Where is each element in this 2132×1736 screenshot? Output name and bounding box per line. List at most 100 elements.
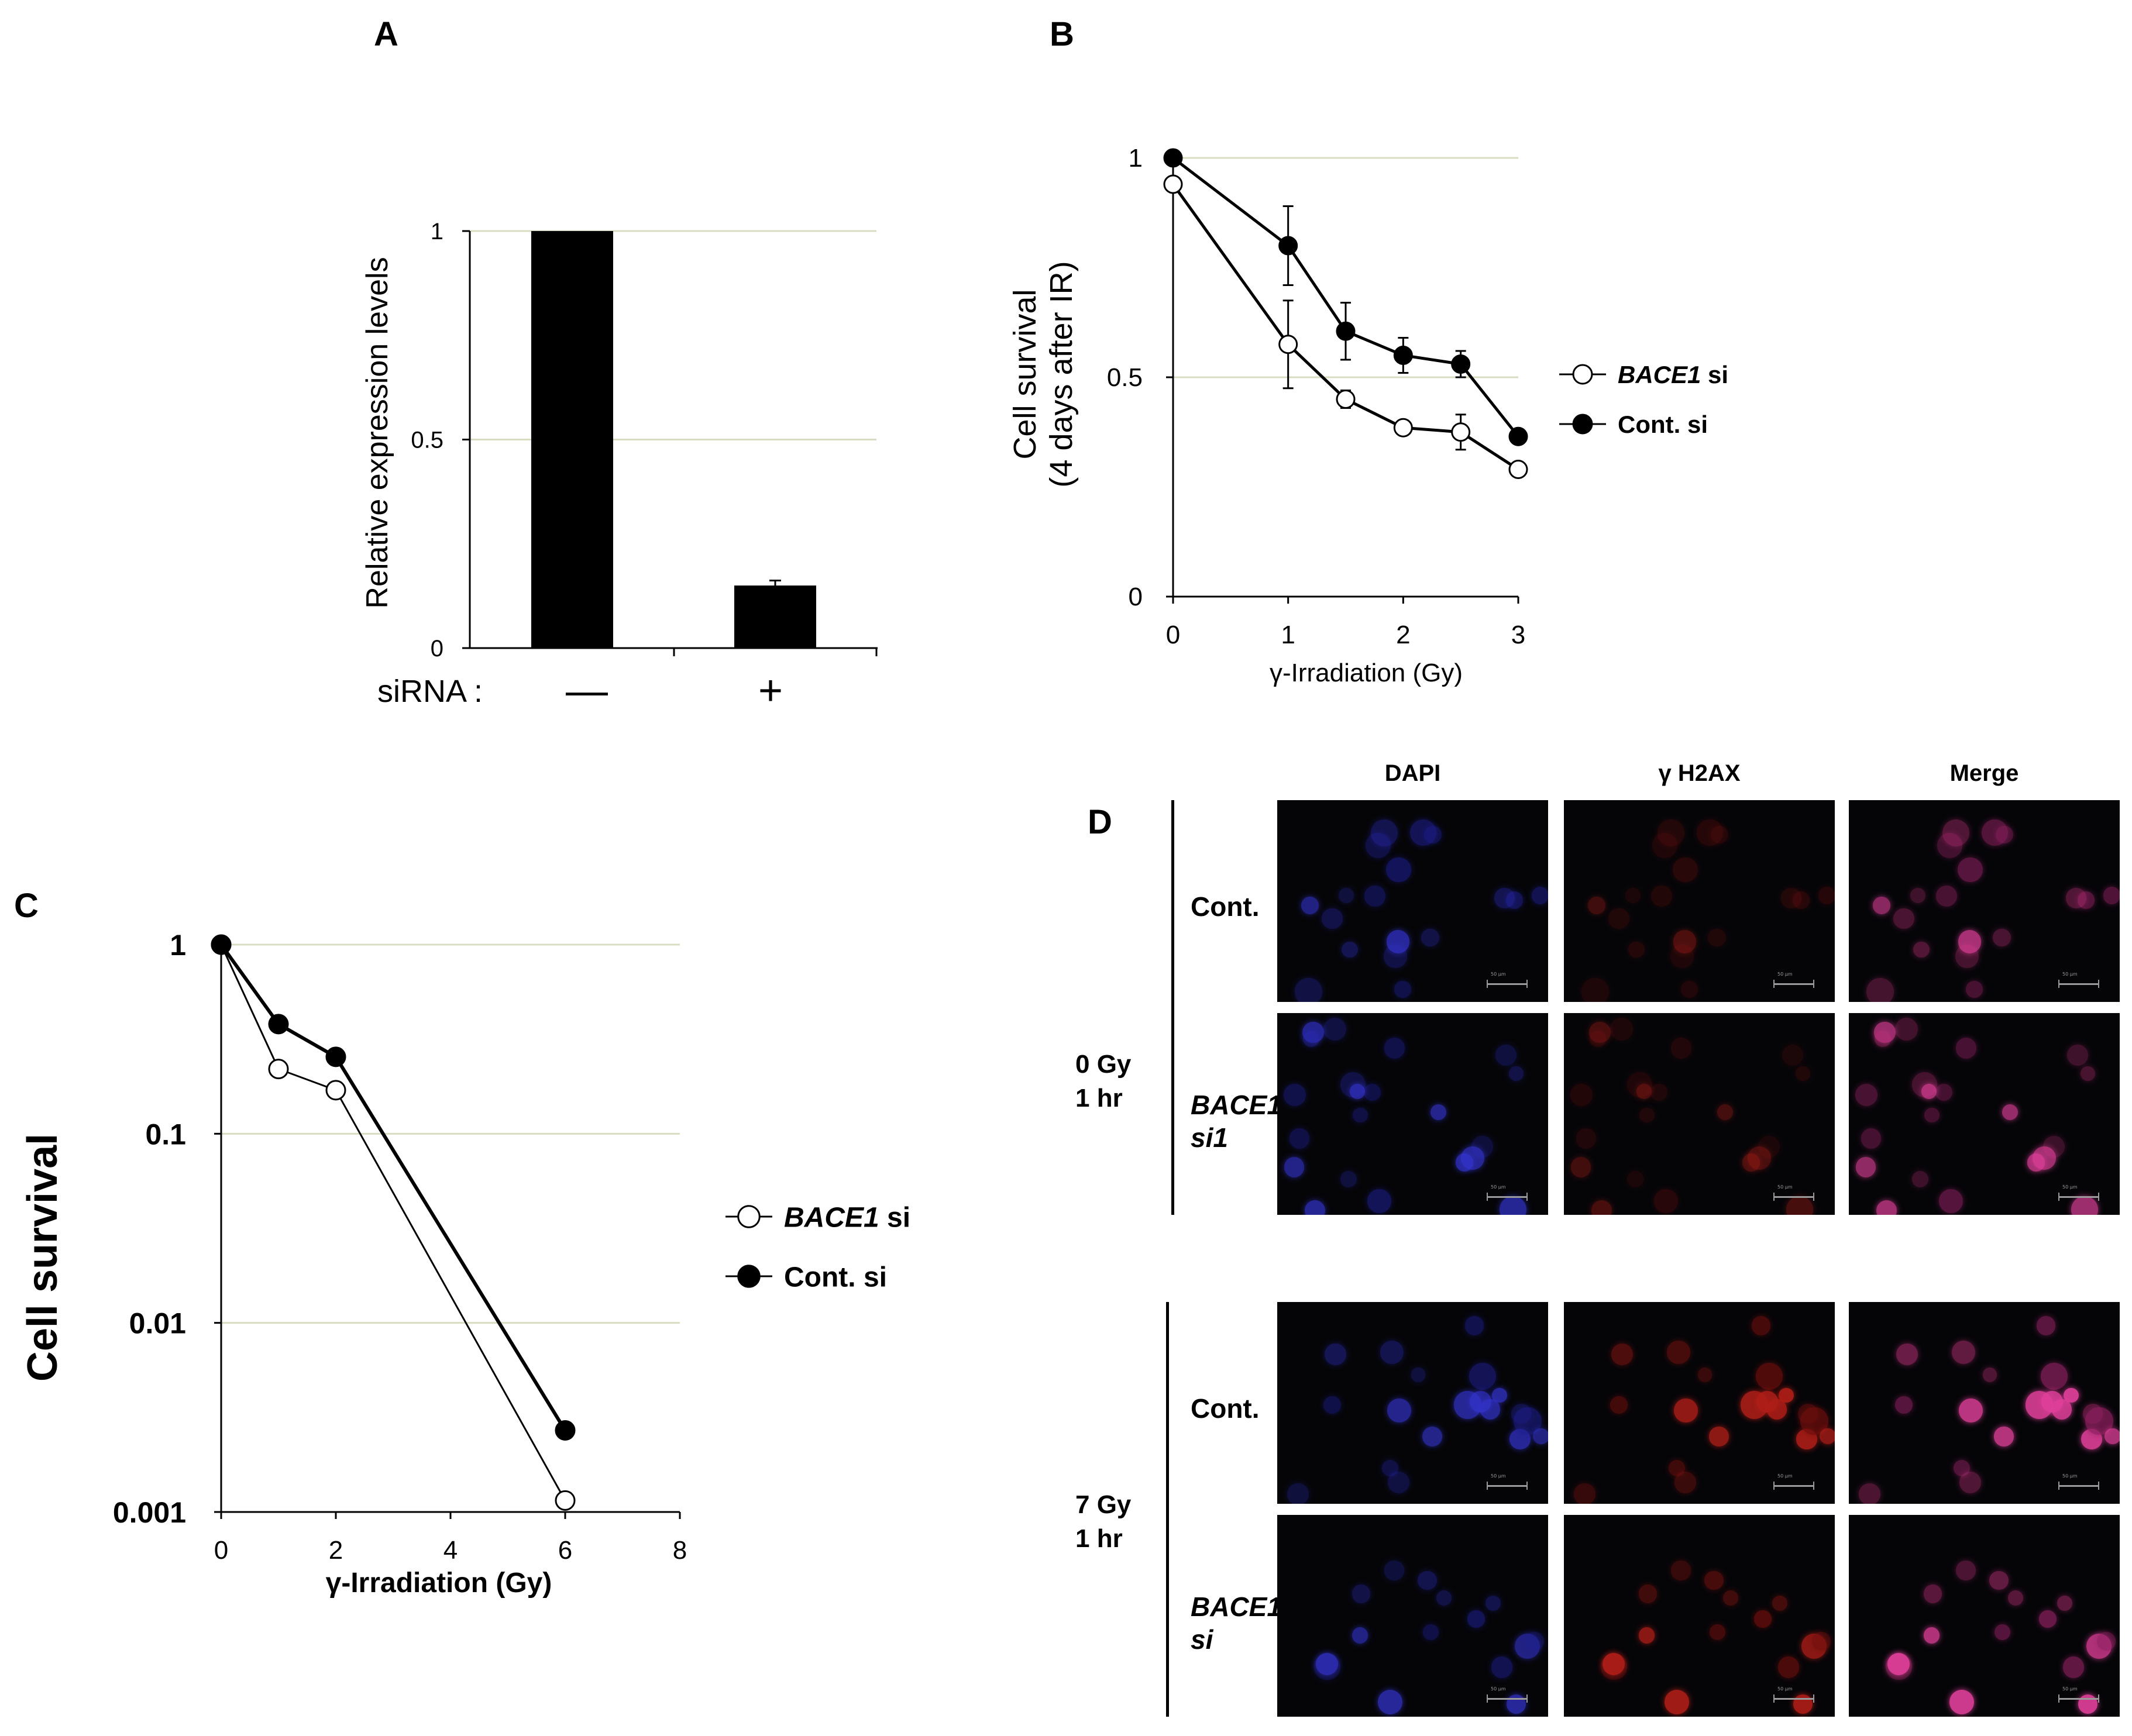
cell-nucleus	[1664, 1689, 1689, 1714]
cell-nucleus	[1782, 1044, 1803, 1066]
chart-b-series-line	[1172, 157, 1519, 438]
chart-c-x-tick-label: 4	[443, 1536, 458, 1565]
cell-nucleus	[1410, 819, 1437, 846]
scale-bar-text: 50 μm	[1491, 1473, 1506, 1479]
chart-b-data-point	[1508, 426, 1528, 446]
chart-c-x-label: γ-Irradiation (Gy)	[326, 1568, 552, 1599]
cell-nucleus	[1777, 1656, 1800, 1678]
cell-nucleus	[1352, 1627, 1368, 1644]
cell-nucleus	[1937, 833, 1962, 858]
scale-bar	[1773, 1694, 1814, 1703]
scale-bar	[1773, 1482, 1814, 1490]
chart-b-data-point	[1336, 321, 1356, 341]
chart-c-legend-marker	[737, 1265, 761, 1288]
cell-nucleus	[1436, 1590, 1452, 1606]
cell-nucleus	[1955, 1038, 1977, 1059]
scale-bar-text: 50 μm	[1777, 1184, 1793, 1190]
micrograph-h2ax: 50 μm	[1564, 800, 1835, 1002]
micrograph-h2ax: 50 μm	[1564, 1302, 1835, 1504]
cell-nucleus	[1591, 1200, 1612, 1215]
cell-nucleus	[1370, 819, 1398, 847]
chart-b-series-line	[1171, 183, 1519, 471]
micrograph-merge: 50 μm	[1849, 1515, 2120, 1717]
chart-a-y-tick-label: 0.5	[411, 428, 443, 453]
cell-nucleus	[1294, 977, 1322, 1002]
cell-nucleus	[1589, 1021, 1611, 1043]
cell-nucleus	[1673, 1398, 1698, 1422]
group-dose-label: 7 Gy	[1075, 1490, 1132, 1519]
column-header: Merge	[1949, 760, 2019, 786]
chart-a-bar	[531, 231, 613, 648]
cell-nucleus	[1302, 1021, 1325, 1043]
cell-nucleus	[1723, 1590, 1739, 1606]
chart-b-x-tick-label: 0	[1166, 621, 1180, 649]
chart-c-legend-label: BACE1 si	[784, 1202, 910, 1233]
cell-nucleus	[1993, 928, 2011, 947]
chart-b-y-tick-label: 1	[1129, 144, 1143, 173]
cell-nucleus	[1756, 1363, 1783, 1390]
chart-a-category-label: +	[758, 667, 783, 714]
chart-c: 0.001 0.01 0.1 1 0 2 4 6 8 γ-Irradiation (Gy) Ce…	[19, 929, 910, 1599]
cell-nucleus	[1756, 1390, 1779, 1413]
cell-nucleus	[1301, 897, 1319, 914]
cell-nucleus	[1751, 1316, 1771, 1336]
cell-nucleus	[1873, 897, 1890, 914]
cell-nucleus	[1949, 1689, 1974, 1714]
scale-bar-text: 50 μm	[1491, 1184, 1506, 1190]
cell-nucleus	[2078, 1694, 2098, 1714]
cell-nucleus	[1650, 886, 1672, 907]
scale-bar	[2058, 1193, 2099, 1201]
cell-nucleus	[1377, 1689, 1402, 1714]
cell-nucleus	[1380, 1340, 1404, 1364]
cell-nucleus	[1792, 891, 1810, 909]
cell-nucleus	[1515, 1634, 1540, 1659]
row-label-line2: si1	[1191, 1122, 1228, 1153]
panel-label-b: B	[1050, 15, 1074, 53]
cell-nucleus	[1989, 1570, 2009, 1590]
cell-nucleus	[1284, 1084, 1306, 1107]
chart-c-series-line	[220, 944, 566, 1501]
cell-nucleus	[1570, 1157, 1591, 1178]
cell-nucleus	[1994, 1624, 2010, 1640]
scale-bar	[1773, 1193, 1814, 1201]
cell-nucleus	[1754, 1610, 1772, 1628]
chart-b-y-label-line2: (4 days after IR)	[1044, 261, 1079, 487]
cell-nucleus	[1966, 981, 1983, 998]
cell-nucleus	[1531, 887, 1548, 904]
cell-nucleus	[1430, 1104, 1447, 1120]
cell-nucleus	[1625, 887, 1641, 904]
scale-bar	[2058, 1694, 2099, 1703]
chart-b-data-point	[1451, 354, 1471, 374]
cell-nucleus	[1505, 891, 1524, 909]
chart-b-y-tick-label: 0	[1129, 583, 1143, 611]
cell-nucleus	[1942, 819, 1969, 847]
cell-nucleus	[1384, 1561, 1404, 1580]
chart-c-x-tick-label: 6	[558, 1536, 572, 1565]
cell-nucleus	[1954, 1459, 1971, 1476]
cell-nucleus	[1364, 1083, 1381, 1101]
cell-nucleus	[1681, 981, 1698, 998]
cell-nucleus	[1812, 1631, 1831, 1651]
chart-c-data-point	[555, 1420, 576, 1441]
cell-nucleus	[1697, 819, 1724, 846]
scale-bar	[1487, 1482, 1528, 1490]
chart-a-category-label: —	[566, 667, 608, 714]
scale-bar-text: 50 μm	[2062, 972, 2078, 977]
cell-nucleus	[1367, 1189, 1392, 1214]
cell-nucleus	[1895, 1018, 1918, 1041]
chart-b-legend-label-italic: BACE1	[1618, 361, 1701, 388]
cell-nucleus	[1874, 1021, 1896, 1043]
panel-label-d: D	[1088, 803, 1112, 841]
cell-nucleus	[1499, 1196, 1526, 1215]
cell-nucleus	[1781, 887, 1801, 908]
chart-c-data-point	[268, 1059, 289, 1080]
cell-nucleus	[1957, 857, 1983, 883]
cell-nucleus	[1384, 1038, 1405, 1059]
scale-bar	[1773, 980, 1814, 988]
chart-a-bar	[734, 585, 816, 648]
cell-nucleus	[1461, 1146, 1484, 1170]
cell-nucleus	[1994, 1427, 2014, 1446]
scale-bar-text: 50 μm	[1491, 972, 1506, 977]
cell-nucleus	[1796, 1066, 1810, 1081]
chart-b-data-point	[1163, 148, 1183, 168]
